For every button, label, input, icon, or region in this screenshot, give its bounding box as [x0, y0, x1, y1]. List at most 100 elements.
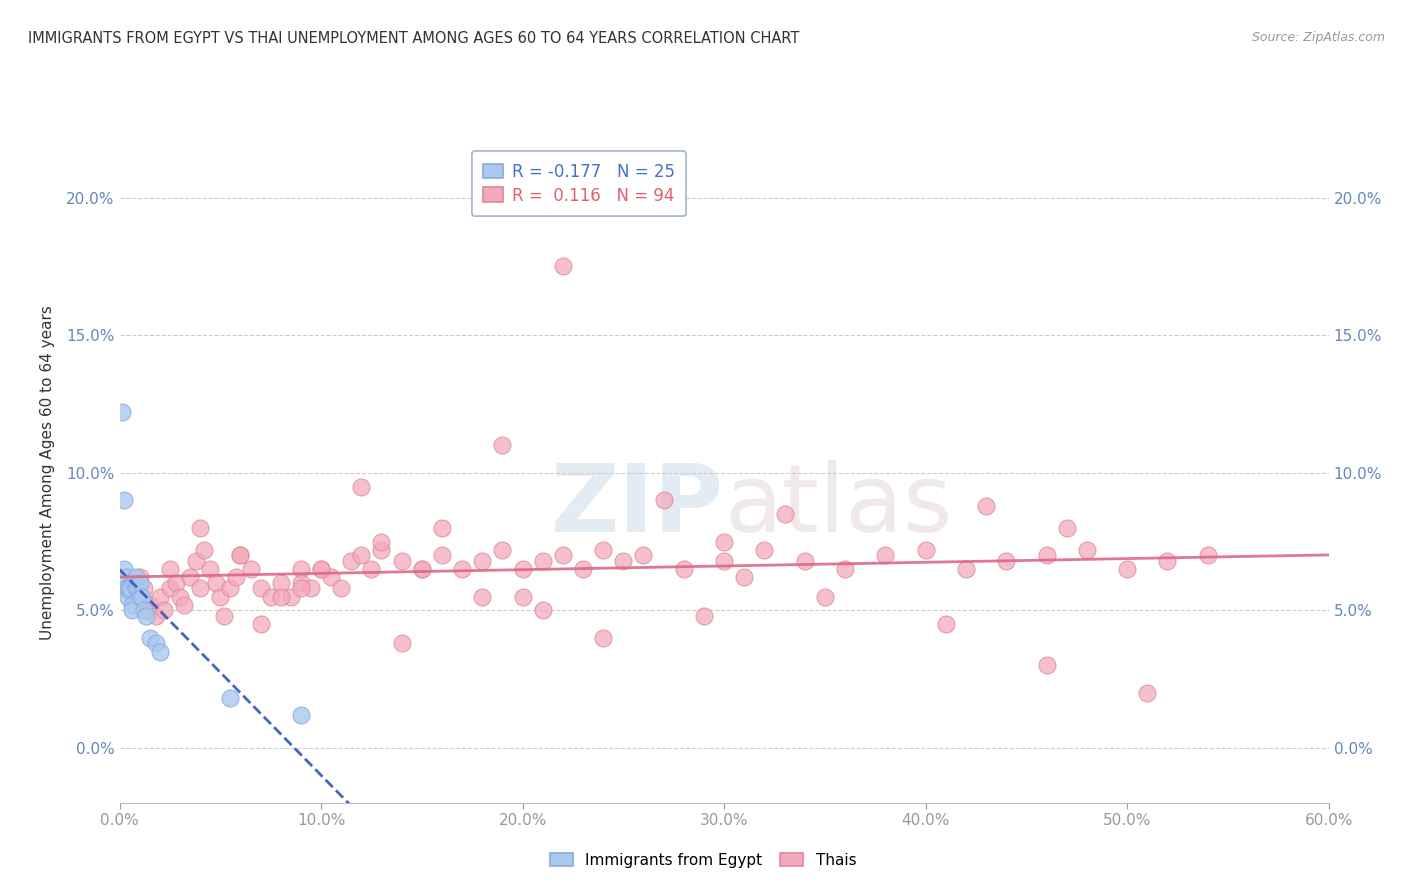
Point: [173, 598, 195, 612]
Point: [340, 554, 363, 568]
Point: [471, 554, 494, 568]
Point: [814, 590, 837, 604]
Point: [370, 534, 392, 549]
Point: [512, 562, 534, 576]
Point: [592, 631, 614, 645]
Point: [127, 582, 149, 596]
Point: [551, 260, 574, 274]
Point: [773, 507, 796, 521]
Point: [1116, 562, 1139, 576]
Point: [633, 548, 655, 563]
Point: [531, 554, 554, 568]
Point: [124, 590, 146, 604]
Point: [713, 554, 735, 568]
Legend: Immigrants from Egypt, Thais: Immigrants from Egypt, Thais: [543, 845, 863, 875]
Point: [330, 582, 353, 596]
Point: [974, 499, 997, 513]
Point: [132, 603, 155, 617]
Point: [411, 562, 433, 576]
Point: [290, 707, 312, 722]
Point: [299, 582, 322, 596]
Point: [131, 590, 153, 604]
Point: [112, 493, 135, 508]
Point: [471, 590, 494, 604]
Legend: R = -0.177   N = 25, R =  0.116   N = 94: R = -0.177 N = 25, R = 0.116 N = 94: [471, 151, 686, 216]
Point: [652, 493, 675, 508]
Point: [321, 570, 343, 584]
Point: [193, 542, 215, 557]
Point: [793, 554, 815, 568]
Point: [118, 584, 141, 599]
Point: [290, 562, 312, 576]
Point: [290, 575, 312, 590]
Point: [592, 542, 614, 557]
Point: [159, 562, 181, 576]
Point: [114, 570, 136, 584]
Point: [124, 582, 146, 596]
Point: [834, 562, 856, 576]
Point: [491, 542, 513, 557]
Point: [1035, 658, 1057, 673]
Point: [754, 542, 776, 557]
Point: [145, 608, 167, 623]
Point: [118, 582, 141, 596]
Point: [430, 548, 453, 563]
Point: [128, 575, 150, 590]
Point: [138, 631, 162, 645]
Point: [169, 590, 191, 604]
Point: [239, 562, 262, 576]
Point: [1056, 521, 1078, 535]
Point: [411, 562, 433, 576]
Point: [249, 582, 271, 596]
Point: [229, 548, 252, 563]
Text: Source: ZipAtlas.com: Source: ZipAtlas.com: [1251, 31, 1385, 45]
Point: [179, 570, 201, 584]
Point: [117, 582, 139, 596]
Point: [121, 598, 143, 612]
Point: [693, 608, 716, 623]
Point: [955, 562, 977, 576]
Point: [451, 562, 474, 576]
Y-axis label: Unemployment Among Ages 60 to 64 years: Unemployment Among Ages 60 to 64 years: [41, 305, 55, 640]
Point: [350, 548, 373, 563]
Point: [551, 548, 574, 563]
Point: [531, 603, 554, 617]
Point: [350, 479, 373, 493]
Point: [132, 582, 155, 596]
Point: [145, 636, 167, 650]
Point: [159, 582, 181, 596]
Point: [110, 405, 132, 419]
Point: [118, 575, 141, 590]
Point: [188, 582, 211, 596]
Point: [112, 562, 135, 576]
Point: [219, 691, 242, 706]
Point: [491, 438, 513, 452]
Point: [1136, 686, 1159, 700]
Point: [135, 608, 157, 623]
Point: [259, 590, 281, 604]
Point: [153, 603, 176, 617]
Point: [713, 534, 735, 549]
Point: [270, 575, 292, 590]
Point: [209, 590, 232, 604]
Point: [229, 548, 252, 563]
Point: [219, 582, 242, 596]
Point: [360, 562, 382, 576]
Point: [205, 575, 228, 590]
Point: [200, 562, 222, 576]
Point: [391, 554, 413, 568]
Point: [672, 562, 695, 576]
Point: [1035, 548, 1057, 563]
Text: atlas: atlas: [724, 459, 952, 552]
Point: [188, 521, 211, 535]
Point: [290, 582, 312, 596]
Point: [995, 554, 1018, 568]
Point: [270, 590, 292, 604]
Point: [149, 590, 172, 604]
Point: [1197, 548, 1219, 563]
Point: [225, 570, 247, 584]
Point: [136, 603, 159, 617]
Point: [935, 617, 957, 632]
Point: [214, 608, 236, 623]
Point: [117, 590, 139, 604]
